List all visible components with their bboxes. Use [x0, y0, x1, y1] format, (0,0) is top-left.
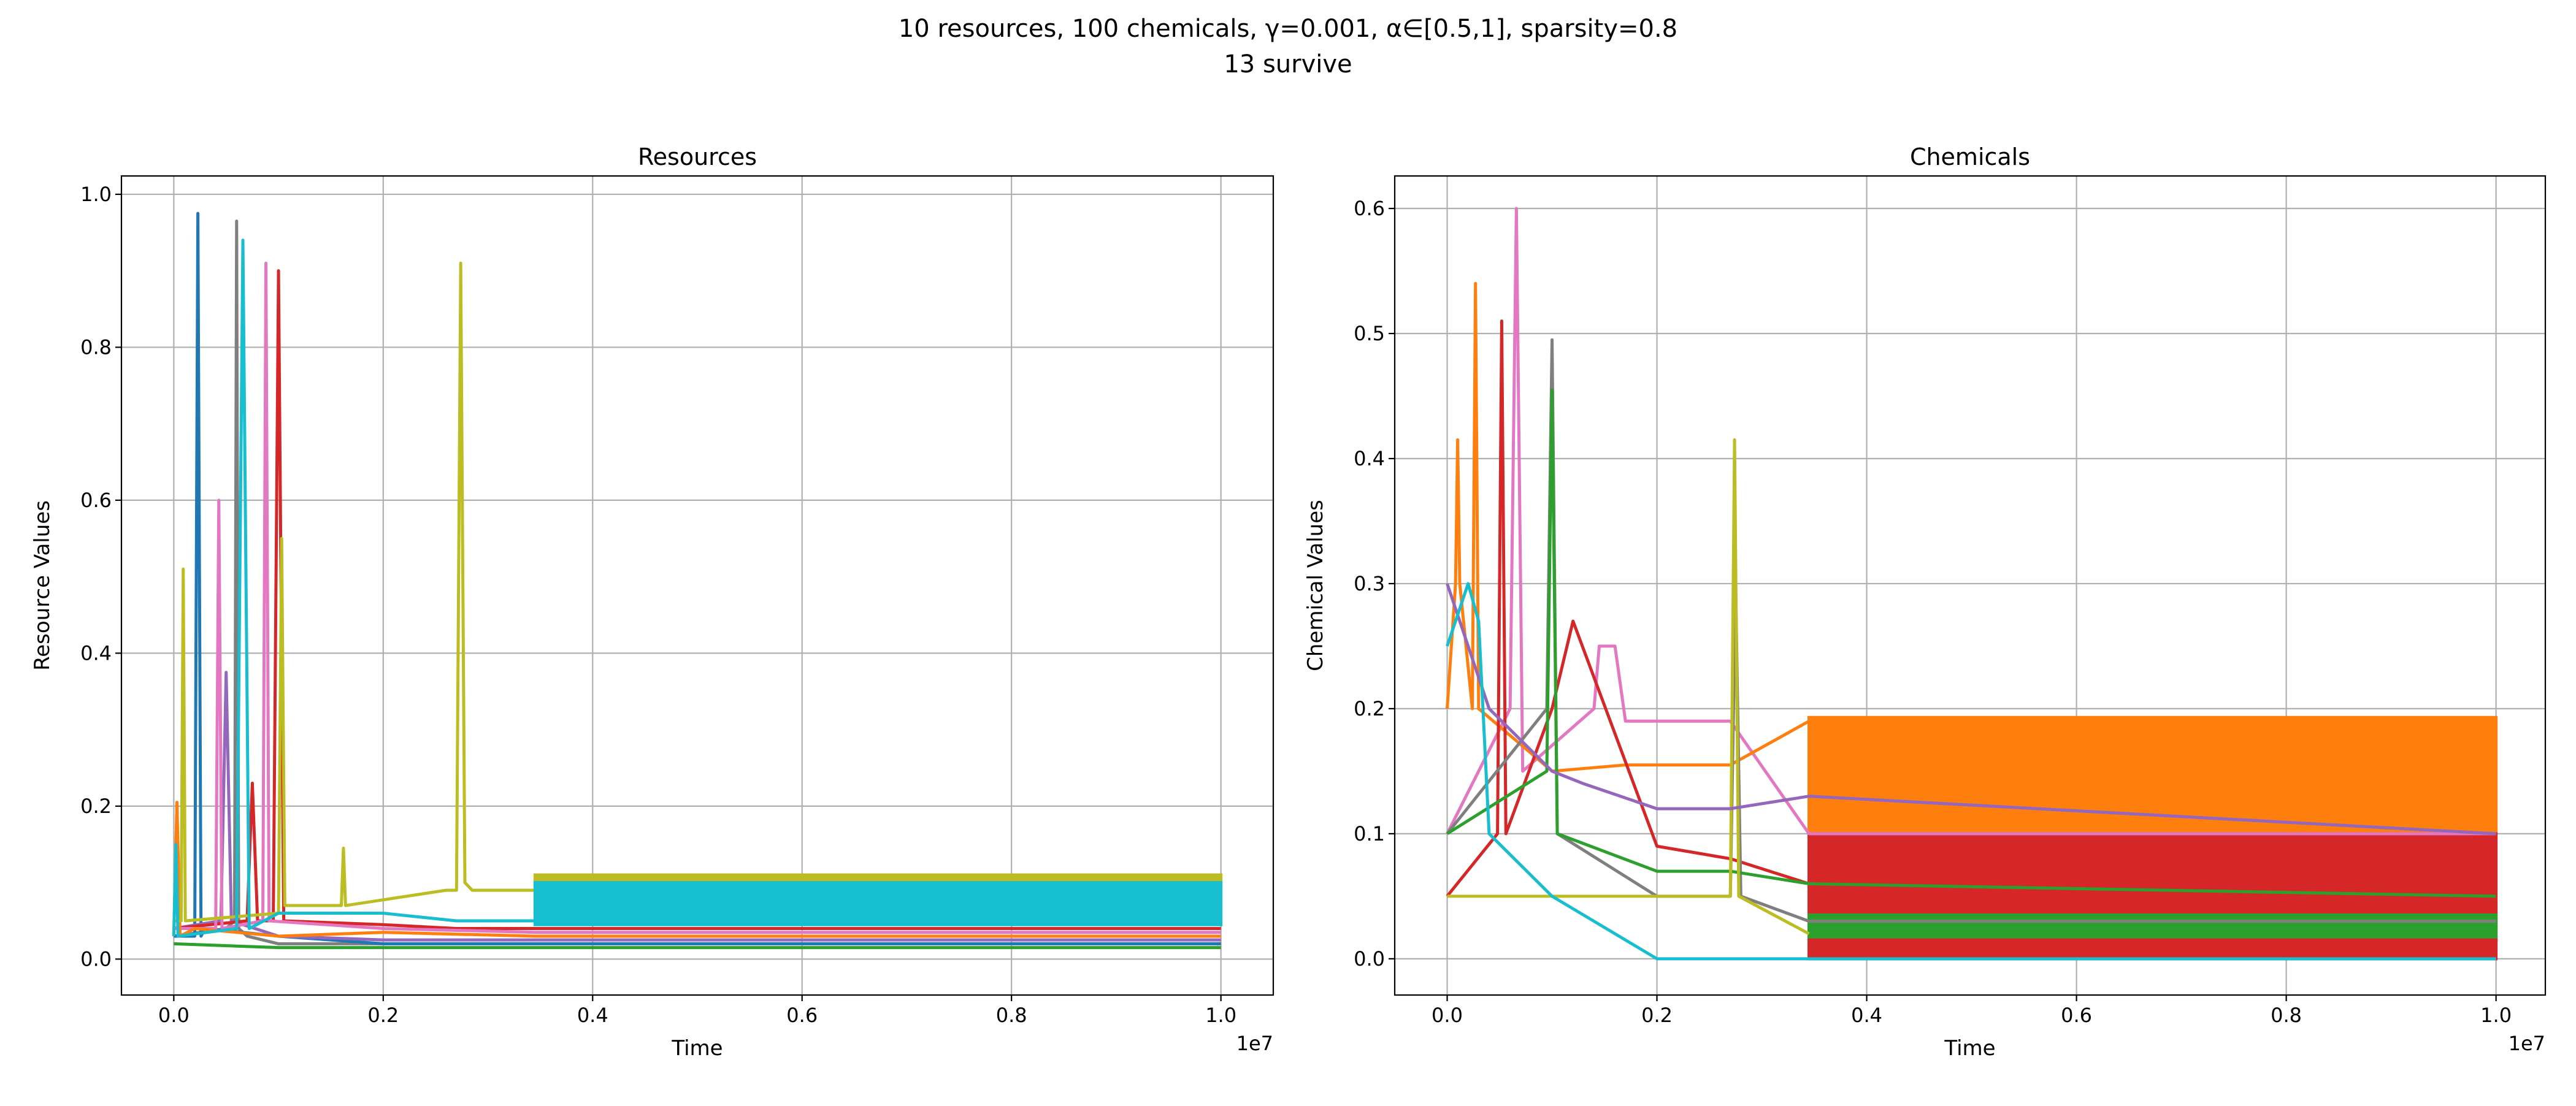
y-tick-label: 0.0 — [1354, 947, 1385, 971]
x-tick-label: 0.4 — [1851, 1004, 1882, 1027]
axes-title: Chemicals — [1910, 143, 2030, 170]
figure-title: 10 resources, 100 chemicals, γ=0.001, α∈… — [899, 15, 1677, 43]
band — [1807, 913, 2498, 942]
line — [1446, 582, 2496, 961]
band — [533, 881, 1223, 926]
line — [174, 219, 1221, 945]
axes-frame — [1393, 175, 2547, 996]
y-tick-label: 0.3 — [1354, 572, 1385, 595]
line — [172, 238, 535, 938]
line — [174, 261, 535, 923]
axes-title: Resources — [638, 143, 757, 170]
line — [174, 261, 1221, 934]
y-tick-label: 0.1 — [1354, 822, 1385, 845]
x-tick-label: 0.8 — [2271, 1004, 2302, 1027]
y-tick-label: 0.6 — [1354, 197, 1385, 220]
x-tick-label: 0.8 — [996, 1004, 1027, 1027]
line — [1446, 207, 2496, 836]
x-tick-label: 0.0 — [1432, 1004, 1463, 1027]
line — [1446, 281, 1810, 773]
line — [172, 801, 1221, 938]
y-tick-label: 0.2 — [1354, 697, 1385, 720]
x-axis-label: Time — [1944, 1036, 1995, 1061]
line — [1446, 388, 2496, 898]
y-tick-label: 0.4 — [80, 641, 112, 665]
line — [174, 942, 1221, 950]
x-tick-label: 0.2 — [1641, 1004, 1673, 1027]
y-axis-label: Chemical Values — [1303, 500, 1328, 671]
x-offset-label: 1e7 — [2509, 1032, 2545, 1055]
y-tick-label: 1.0 — [80, 183, 112, 206]
x-axis-label: Time — [671, 1036, 723, 1061]
y-tick-label: 0.5 — [1354, 322, 1385, 345]
y-axis-label: Resource Values — [30, 500, 55, 671]
x-tick-label: 0.0 — [158, 1004, 190, 1027]
line — [1446, 583, 2496, 836]
x-tick-label: 0.4 — [577, 1004, 608, 1027]
x-tick-label: 0.6 — [786, 1004, 818, 1027]
x-tick-label: 1.0 — [2480, 1004, 2512, 1027]
x-tick-label: 1.0 — [1205, 1004, 1236, 1027]
figure-subtitle: 13 survive — [1224, 50, 1352, 78]
y-tick-label: 0.2 — [80, 795, 112, 818]
line — [174, 212, 1221, 945]
y-tick-label: 0.6 — [80, 489, 112, 512]
band — [1807, 938, 2498, 961]
x-tick-label: 0.6 — [2061, 1004, 2092, 1027]
y-tick-label: 0.4 — [1354, 447, 1385, 470]
line — [174, 269, 1221, 930]
axes-frame — [120, 175, 1275, 996]
x-tick-label: 0.2 — [367, 1004, 399, 1027]
line — [1446, 319, 2496, 898]
y-tick-label: 0.0 — [80, 947, 112, 971]
x-offset-label: 1e7 — [1236, 1032, 1273, 1055]
y-tick-label: 0.8 — [80, 335, 112, 359]
